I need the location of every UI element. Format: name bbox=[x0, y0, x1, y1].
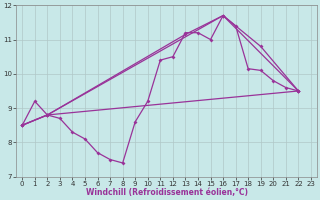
X-axis label: Windchill (Refroidissement éolien,°C): Windchill (Refroidissement éolien,°C) bbox=[85, 188, 248, 197]
